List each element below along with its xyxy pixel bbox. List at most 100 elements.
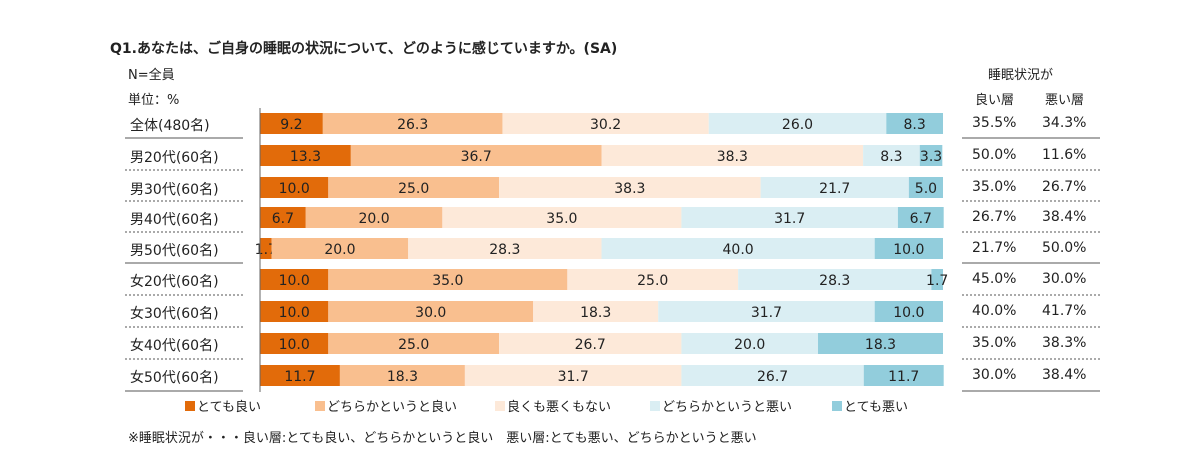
bar-segment: [908, 177, 943, 198]
data-label: 20.0: [324, 242, 355, 258]
data-label: 31.7: [558, 369, 589, 385]
bar-segment: [260, 113, 323, 134]
legend-swatch: [315, 400, 325, 411]
bar-segment: [408, 238, 602, 259]
legend-label: 良くも悪くもない: [507, 400, 612, 415]
summary-header-bad: 悪い層: [1045, 93, 1085, 108]
bar-segment: [328, 269, 568, 290]
legend-swatch: [650, 400, 660, 411]
bar-segment: [260, 177, 329, 198]
bar-segment: [601, 145, 864, 166]
legend: とても良い どちらかというと良い 良くも悪くもない どちらかというと悪い とても悪い: [185, 396, 952, 415]
data-label: 28.3: [489, 242, 520, 258]
bar-segment: [260, 269, 329, 290]
data-label: 10.0: [279, 273, 310, 289]
summary-bad-value: 41.7%: [1042, 303, 1087, 319]
bar-segment: [328, 177, 500, 198]
data-label: 40.0: [723, 242, 754, 258]
bar-segment: [305, 207, 443, 228]
legend-item: とても良い: [185, 396, 315, 415]
bar-segment: [260, 301, 329, 322]
summary-bad-value: 30.0%: [1042, 271, 1087, 287]
bar-segment: [681, 207, 898, 228]
summary-bad-value: 11.6%: [1042, 147, 1087, 163]
summary-good-value: 21.7%: [972, 240, 1017, 256]
bar-segment: [874, 301, 943, 322]
bar-segment: [818, 333, 943, 354]
data-label: 30.2: [590, 117, 621, 133]
data-label: 9.2: [280, 117, 302, 133]
data-label: 25.0: [398, 337, 429, 353]
summary-good-value: 35.5%: [972, 115, 1017, 131]
unit-label: 単位：%: [128, 93, 180, 108]
summary-header-top: 睡眠状況が: [988, 68, 1054, 83]
legend-label: どちらかというと悪い: [662, 400, 793, 415]
data-label: 10.0: [279, 337, 310, 353]
bar-segment: [567, 269, 739, 290]
bar-segment: [681, 333, 819, 354]
bar-segment: [260, 238, 272, 259]
bar-segment: [260, 333, 329, 354]
bar-segment: [260, 145, 351, 166]
summary-header-good: 良い層: [975, 93, 1015, 108]
bar-segment: [464, 365, 682, 386]
data-label: 11.7: [888, 369, 919, 385]
row-label: 女40代(60名): [130, 338, 219, 354]
bar-segment: [502, 113, 709, 134]
data-label: 18.3: [580, 305, 611, 321]
data-label: 28.3: [819, 273, 850, 289]
row-label: 全体(480名): [130, 118, 210, 134]
data-label: 8.3: [904, 117, 926, 133]
row-label: 男30代(60名): [130, 182, 219, 198]
bar-segment: [533, 301, 659, 322]
footnote: ※睡眠状況が・・・良い層:とても良い、どちらかというと良い 悪い層:とても悪い、…: [128, 431, 757, 446]
legend-item: どちらかというと悪い: [650, 396, 832, 415]
legend-item: とても悪い: [832, 396, 952, 415]
bar-segment: [339, 365, 465, 386]
data-label: 31.7: [751, 305, 782, 321]
bar-segment: [499, 333, 682, 354]
legend-label: どちらかというと良い: [327, 400, 458, 415]
data-label: 1.7: [926, 273, 948, 289]
summary-good-value: 26.7%: [972, 209, 1017, 225]
summary-good-value: 40.0%: [972, 303, 1017, 319]
bar-segment: [260, 207, 306, 228]
row-label: 女20代(60名): [130, 274, 219, 290]
data-label: 38.3: [717, 149, 748, 165]
row-label: 男50代(60名): [130, 243, 219, 259]
data-label: 20.0: [358, 211, 389, 227]
bar-segment: [760, 177, 909, 198]
data-label: 26.7: [757, 369, 788, 385]
data-label: 21.7: [819, 181, 850, 197]
data-label: 3.3: [920, 149, 942, 165]
legend-label: とても良い: [197, 400, 261, 415]
bar-segment: [601, 238, 875, 259]
summary-good-value: 50.0%: [972, 147, 1017, 163]
data-label: 26.3: [397, 117, 428, 133]
row-label: 女30代(60名): [130, 306, 219, 322]
bar-segment: [738, 269, 932, 290]
summary-bad-value: 38.4%: [1042, 209, 1087, 225]
row-label: 男40代(60名): [130, 212, 219, 228]
legend-swatch: [185, 400, 195, 411]
data-label: 18.3: [387, 369, 418, 385]
chart-title: Q1.あなたは、ご自身の睡眠の状況について、どのように感じていますか。(SA): [110, 41, 618, 57]
legend-swatch: [832, 400, 842, 411]
data-label: 10.0: [893, 242, 924, 258]
data-label: 26.7: [575, 337, 606, 353]
bar-segment: [919, 145, 943, 166]
data-label: 6.7: [272, 211, 294, 227]
bar-segment: [442, 207, 682, 228]
summary-bad-value: 38.4%: [1042, 367, 1087, 383]
data-label: 10.0: [279, 305, 310, 321]
bar-segment: [350, 145, 602, 166]
bar-segment: [708, 113, 887, 134]
summary-good-value: 30.0%: [972, 367, 1017, 383]
bar-segment: [271, 238, 409, 259]
data-label: 10.0: [893, 305, 924, 321]
data-label: 20.0: [734, 337, 765, 353]
bar-segment: [886, 113, 943, 134]
data-label: 35.0: [546, 211, 577, 227]
legend-item: どちらかというと良い: [315, 396, 495, 415]
